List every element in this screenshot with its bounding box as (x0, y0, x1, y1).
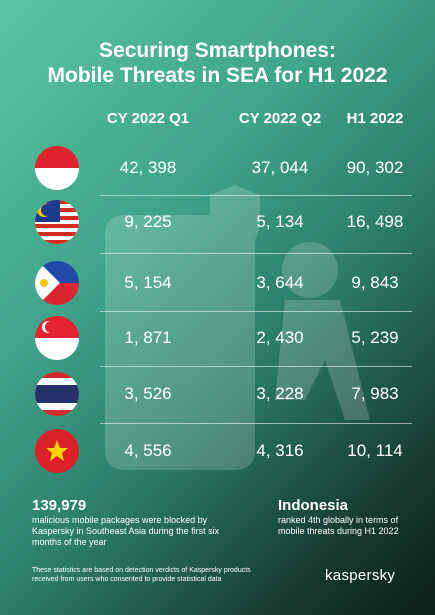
table-cell: 3, 526 (124, 384, 172, 403)
table-cell: 9, 225 (124, 212, 172, 231)
row-divider (100, 252, 412, 254)
table-cell: 7, 983 (351, 384, 399, 403)
table-cell: 37, 044 (251, 158, 309, 177)
table-cell: 9, 843 (351, 273, 399, 292)
table-cell: 5, 239 (351, 328, 399, 347)
footnote: These statistics are based on detection … (32, 567, 251, 583)
table-cell: 3, 228 (256, 384, 304, 403)
stat-headline: Indonesia (278, 497, 349, 514)
table-cell: 2, 430 (256, 328, 304, 347)
table-cell: 1, 871 (124, 328, 172, 347)
table-cell: 42, 398 (119, 158, 177, 177)
title-line: Mobile Threats in SEA for H1 2022 (47, 64, 388, 87)
table-cell: 5, 154 (124, 273, 172, 292)
stat-text: ranked 4th globally in terms of mobile t… (278, 515, 399, 536)
row-divider (100, 310, 412, 312)
table-cell: 5, 134 (256, 212, 304, 231)
table-cell: 90, 302 (346, 158, 404, 177)
column-header: CY 2022 Q1 (106, 110, 190, 127)
table-cell: 10, 114 (347, 441, 403, 460)
table-cell: 16, 498 (346, 212, 404, 231)
title: Securing Smartphones: Mobile Threats in … (0, 38, 435, 88)
logo: kaspersky (325, 567, 396, 584)
row-divider (100, 195, 412, 196)
table-cell: 3, 644 (256, 273, 304, 292)
row-divider (100, 366, 412, 367)
column-header: CY 2022 Q2 (238, 110, 322, 127)
table-cell: 4, 316 (256, 441, 304, 460)
title-line: Securing Smartphones: (99, 39, 336, 62)
column-header: H1 2022 (346, 110, 404, 127)
row-divider (100, 422, 412, 424)
table-cell: 4, 556 (124, 441, 172, 460)
stat-number: 139,979 (32, 497, 87, 514)
stat-text: malicious mobile packages were blocked b… (32, 515, 220, 547)
